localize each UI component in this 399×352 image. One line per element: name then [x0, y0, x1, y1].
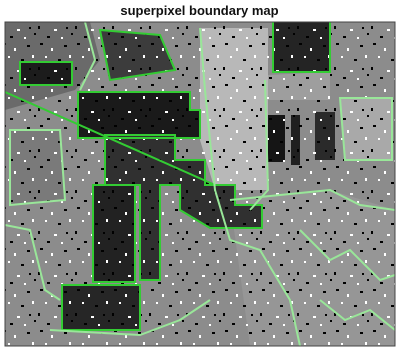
figure: superpixel boundary map	[0, 0, 399, 352]
segmentation-image	[0, 0, 399, 352]
